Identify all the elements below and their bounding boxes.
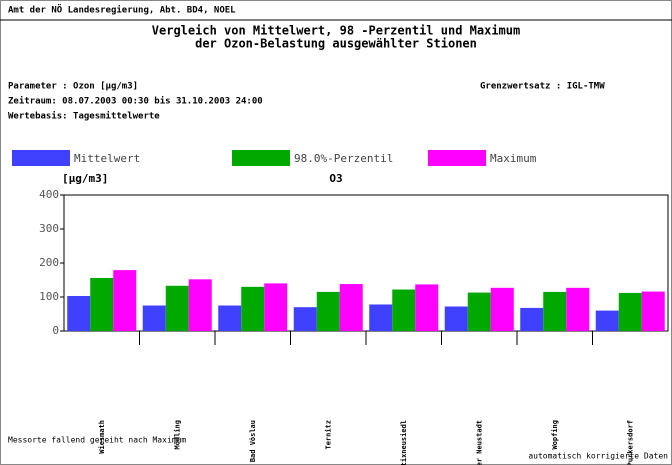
legend-label: Mittelwert bbox=[74, 152, 140, 165]
note: Messorte fallend gereiht nach Maximum bbox=[8, 436, 186, 445]
zeitraum: Zeitraum: 08.07.2003 00:30 bis 31.10.200… bbox=[8, 96, 263, 107]
bar bbox=[618, 292, 642, 331]
legend-swatch bbox=[12, 150, 70, 166]
bar bbox=[520, 307, 544, 331]
bar bbox=[467, 292, 491, 331]
legend-label: Maximum bbox=[490, 152, 537, 165]
footer: automatisch korrigierte Daten bbox=[528, 452, 668, 461]
chart-title: O3 bbox=[329, 172, 342, 185]
bar bbox=[241, 286, 265, 331]
y-tick-label: 400 bbox=[39, 188, 59, 201]
bar bbox=[113, 270, 137, 331]
bar bbox=[566, 287, 590, 331]
grenzwertsatz: Grenzwertsatz : IGL-TMW bbox=[480, 82, 605, 92]
x-tick-label: Ternitz bbox=[324, 420, 332, 450]
x-tick-label: Bad Vöslau bbox=[249, 420, 257, 462]
header: Amt der NÖ Landesregierung, Abt. BD4, NO… bbox=[8, 5, 236, 16]
bar bbox=[142, 305, 166, 331]
bar bbox=[369, 304, 393, 331]
bar bbox=[415, 284, 439, 331]
bar bbox=[543, 291, 567, 331]
bar bbox=[595, 310, 619, 331]
subtitle: der Ozon-Belastung ausgewählter Stionen bbox=[195, 37, 477, 51]
x-tick-label: Wiesmath bbox=[98, 420, 106, 454]
y-tick-label: 0 bbox=[52, 324, 59, 337]
x-tick-label: Purkersdorf bbox=[626, 420, 634, 465]
legend-swatch bbox=[232, 150, 290, 166]
x-tick-label: Stixneusiedl bbox=[400, 420, 408, 465]
bar bbox=[67, 295, 91, 331]
y-tick-label: 100 bbox=[39, 290, 59, 303]
bar bbox=[444, 306, 468, 331]
bar bbox=[392, 289, 416, 331]
title: Vergleich von Mittelwert, 98 -Perzentil … bbox=[152, 24, 520, 38]
x-tick-label: Mödling bbox=[173, 420, 181, 450]
y-tick-label: 300 bbox=[39, 222, 59, 235]
y-axis-label: [µg/m3] bbox=[62, 172, 108, 185]
y-tick-label: 200 bbox=[39, 256, 59, 269]
bar bbox=[264, 283, 288, 331]
bar bbox=[641, 291, 665, 331]
bar bbox=[490, 287, 514, 331]
bar bbox=[90, 277, 114, 331]
legend-swatch bbox=[428, 150, 486, 166]
bar bbox=[316, 291, 340, 331]
bar bbox=[293, 307, 317, 331]
x-tick-label: Wopfing bbox=[551, 420, 559, 450]
parameter: Parameter : Ozon [µg/m3] bbox=[8, 82, 138, 92]
x-tick-label: Wiener Neustadt bbox=[475, 420, 483, 465]
wertebasis: Wertebasis: Tagesmittelwerte bbox=[8, 111, 160, 122]
bar bbox=[188, 279, 212, 331]
bar bbox=[339, 284, 363, 331]
bar bbox=[165, 285, 189, 331]
bar bbox=[218, 305, 242, 331]
legend-label: 98.0%-Perzentil bbox=[294, 152, 393, 165]
